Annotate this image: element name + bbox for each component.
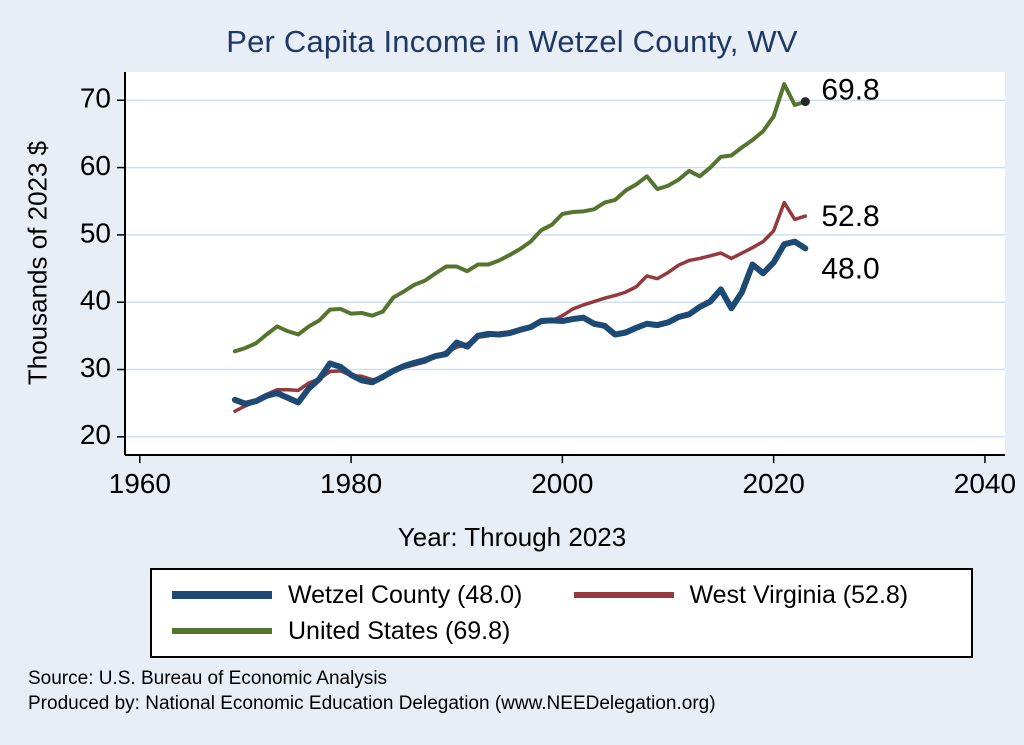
svg-text:69.8: 69.8: [821, 74, 879, 107]
wetzel-county-line-swatch: [172, 590, 272, 600]
svg-text:2000: 2000: [531, 468, 593, 499]
legend: Wetzel County (48.0) West Virginia (52.8…: [150, 568, 973, 658]
legend-item-west-virginia: West Virginia (52.8): [562, 580, 964, 610]
x-axis-label: Year: Through 2023: [397, 522, 627, 552]
source-line: Source: U.S. Bureau of Economic Analysis: [28, 668, 388, 689]
legend-label-united-states: United States (69.8): [288, 616, 511, 645]
svg-text:50: 50: [80, 217, 111, 248]
produced-by-line: Produced by: National Economic Education…: [28, 693, 716, 715]
legend-label-wetzel-county: Wetzel County (48.0): [288, 580, 523, 609]
svg-text:48.0: 48.0: [821, 252, 879, 285]
svg-text:2020: 2020: [742, 468, 804, 499]
legend-item-wetzel-county: Wetzel County (48.0): [160, 580, 562, 610]
svg-text:30: 30: [80, 352, 111, 383]
y-axis-label: Thousands of 2023 $: [22, 140, 53, 386]
svg-text:70: 70: [80, 83, 111, 114]
svg-text:52.8: 52.8: [821, 200, 879, 233]
chart-title: Per Capita Income in Wetzel County, WV: [226, 24, 798, 59]
legend-label-west-virginia: West Virginia (52.8): [689, 580, 909, 609]
legend-item-united-states: United States (69.8): [160, 616, 562, 646]
svg-text:1980: 1980: [320, 468, 382, 499]
svg-text:2040: 2040: [954, 468, 1016, 499]
united-states-line-swatch: [172, 627, 272, 635]
source-note: Source: U.S. Bureau of Economic Analysis…: [28, 666, 716, 716]
svg-text:1960: 1960: [109, 468, 171, 499]
svg-text:20: 20: [80, 419, 111, 450]
svg-text:60: 60: [80, 150, 111, 181]
west-virginia-line-swatch: [573, 592, 674, 598]
svg-text:40: 40: [80, 285, 111, 316]
